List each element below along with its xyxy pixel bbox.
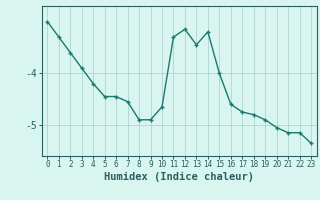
- X-axis label: Humidex (Indice chaleur): Humidex (Indice chaleur): [104, 172, 254, 182]
